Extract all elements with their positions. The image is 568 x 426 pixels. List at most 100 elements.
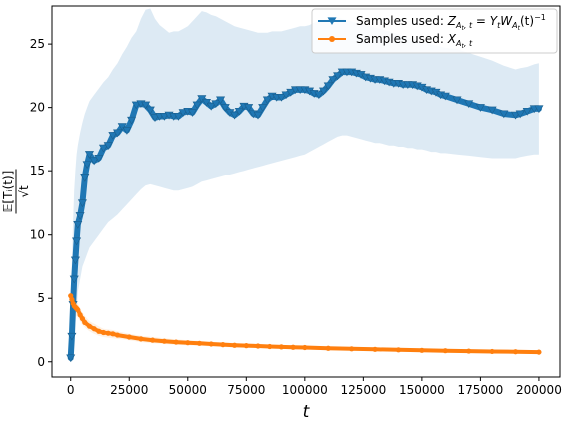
data-point bbox=[77, 312, 83, 318]
legend-marker-triangle-icon bbox=[327, 17, 337, 26]
data-point bbox=[89, 157, 99, 166]
data-point bbox=[253, 111, 263, 120]
legend-0-y: Y bbox=[490, 14, 499, 28]
data-point bbox=[234, 107, 244, 116]
band-series-0 bbox=[70, 8, 539, 362]
data-point bbox=[255, 343, 261, 349]
data-point bbox=[159, 113, 169, 121]
data-point bbox=[440, 92, 450, 101]
legend: Samples used: ZAt, t = YtWAt(t)−1 Sample… bbox=[311, 8, 558, 54]
data-point bbox=[290, 344, 296, 350]
data-point bbox=[178, 109, 188, 117]
legend-0-w: W bbox=[500, 14, 513, 28]
x-tick-label: 125000 bbox=[340, 383, 386, 397]
data-point bbox=[131, 101, 141, 110]
data-point bbox=[475, 104, 485, 112]
data-point bbox=[187, 109, 197, 117]
legend-0-prefix: Samples used: bbox=[356, 14, 448, 28]
data-point bbox=[185, 340, 191, 346]
data-point bbox=[372, 346, 378, 352]
data-point bbox=[173, 339, 179, 345]
y-tick-label: 5 bbox=[37, 291, 45, 305]
data-point bbox=[75, 212, 85, 220]
data-point bbox=[91, 326, 97, 332]
data-point bbox=[333, 72, 343, 81]
data-point bbox=[100, 329, 107, 336]
legend-label-x-samples: Samples used: XAt, t bbox=[356, 32, 473, 50]
data-point bbox=[325, 345, 331, 351]
legend-0-w-subsub: t bbox=[518, 25, 521, 32]
data-point bbox=[94, 154, 104, 163]
y-axis-label-numerator: 𝔼[Tᵢ(t)] bbox=[1, 171, 15, 213]
data-point bbox=[267, 343, 273, 350]
data-point bbox=[73, 221, 83, 229]
legend-0-arg: (t) bbox=[520, 14, 534, 28]
series-markers bbox=[66, 68, 544, 363]
legend-0-w-sub: A bbox=[511, 21, 517, 30]
legend-1-x-sub2: , t bbox=[464, 39, 473, 48]
y-tick-label: 20 bbox=[30, 101, 45, 115]
legend-0-z-subsub: t bbox=[462, 25, 465, 32]
y-tick-label: 10 bbox=[30, 228, 45, 242]
data-point bbox=[534, 105, 544, 114]
line-series-1 bbox=[68, 293, 541, 355]
data-point bbox=[349, 346, 355, 352]
data-point bbox=[117, 123, 127, 131]
y-tick-label: 25 bbox=[30, 37, 45, 51]
data-point bbox=[77, 199, 87, 208]
x-axis-ticks: 0 25000 50000 75000 100000 125000 150000 175000… bbox=[67, 377, 562, 397]
data-point bbox=[220, 104, 230, 112]
data-point bbox=[314, 91, 324, 100]
legend-entry-z-samples: Samples used: ZAt, t = YtWAt(t)−1 bbox=[318, 13, 546, 32]
data-point bbox=[515, 110, 525, 119]
data-point bbox=[452, 96, 462, 105]
data-point bbox=[276, 93, 286, 102]
y-axis-label: 𝔼[Tᵢ(t)] √t bbox=[1, 169, 31, 214]
confidence-bands bbox=[70, 8, 539, 362]
data-point bbox=[138, 336, 144, 342]
data-point bbox=[122, 127, 132, 135]
data-point bbox=[98, 144, 109, 153]
data-point bbox=[206, 102, 216, 111]
data-point bbox=[487, 106, 497, 115]
data-point bbox=[141, 101, 151, 110]
x-tick-label: 25000 bbox=[110, 383, 148, 397]
data-point bbox=[127, 116, 137, 125]
x-tick-label: 0 bbox=[67, 383, 75, 397]
data-point bbox=[512, 349, 519, 355]
data-point bbox=[328, 76, 338, 84]
data-point bbox=[220, 342, 226, 348]
data-point bbox=[216, 96, 226, 105]
x-tick-label: 100000 bbox=[282, 383, 328, 397]
data-point bbox=[110, 331, 116, 337]
y-tick-label: 0 bbox=[37, 355, 45, 369]
legend-marker-circle-icon bbox=[329, 36, 335, 42]
data-point bbox=[79, 315, 86, 322]
legend-0-z: Z bbox=[447, 14, 457, 28]
legend-box bbox=[311, 8, 558, 54]
data-point bbox=[82, 161, 92, 170]
data-point bbox=[442, 348, 448, 354]
data-point bbox=[75, 307, 81, 313]
data-point bbox=[536, 349, 542, 355]
legend-0-eq: = bbox=[472, 14, 490, 28]
legend-0-y-sub: t bbox=[497, 21, 501, 30]
data-point bbox=[319, 87, 329, 96]
data-point bbox=[108, 132, 118, 140]
data-point bbox=[522, 107, 532, 116]
data-point bbox=[466, 348, 472, 354]
data-point bbox=[67, 332, 77, 341]
data-point bbox=[196, 340, 203, 346]
data-point bbox=[286, 88, 296, 97]
data-point bbox=[96, 328, 102, 334]
data-point bbox=[211, 100, 221, 109]
data-point bbox=[464, 100, 474, 109]
x-tick-label: 150000 bbox=[399, 383, 445, 397]
data-point bbox=[201, 99, 212, 107]
data-point bbox=[103, 142, 113, 150]
data-point bbox=[173, 113, 183, 121]
data-point bbox=[419, 347, 425, 353]
data-point bbox=[489, 348, 495, 355]
